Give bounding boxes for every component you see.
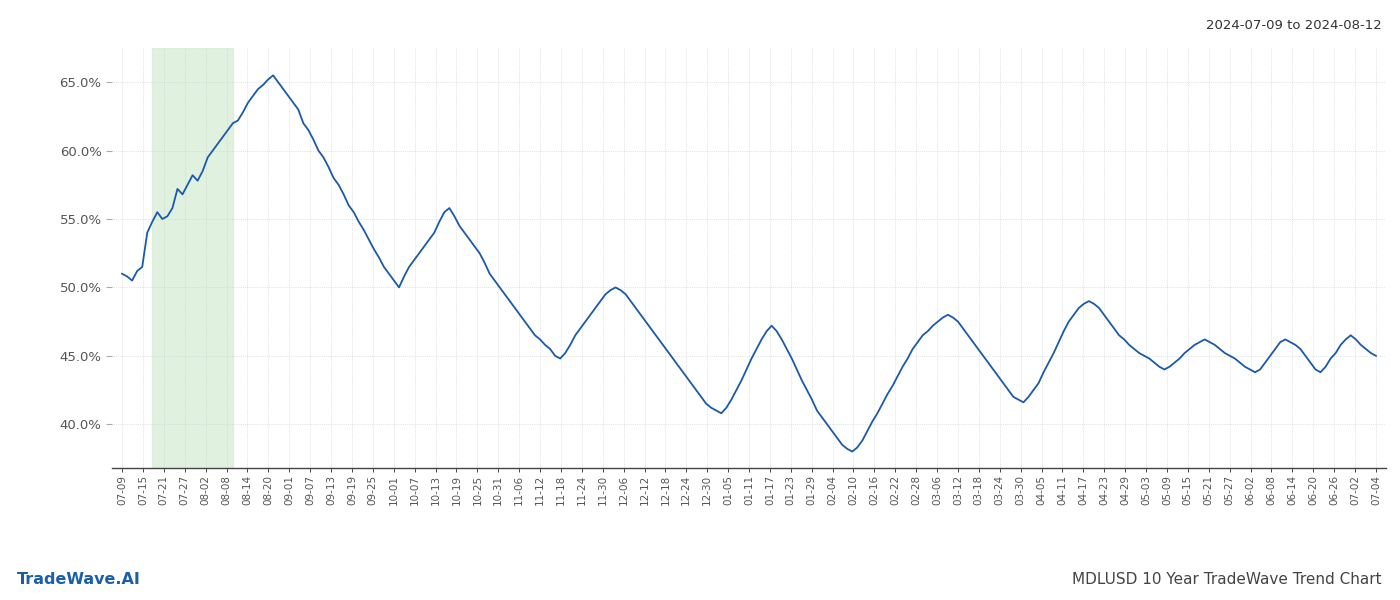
Text: MDLUSD 10 Year TradeWave Trend Chart: MDLUSD 10 Year TradeWave Trend Chart	[1072, 572, 1382, 587]
Bar	[153, 48, 232, 468]
Text: TradeWave.AI: TradeWave.AI	[17, 572, 140, 587]
Text: 2024-07-09 to 2024-08-12: 2024-07-09 to 2024-08-12	[1205, 19, 1382, 32]
